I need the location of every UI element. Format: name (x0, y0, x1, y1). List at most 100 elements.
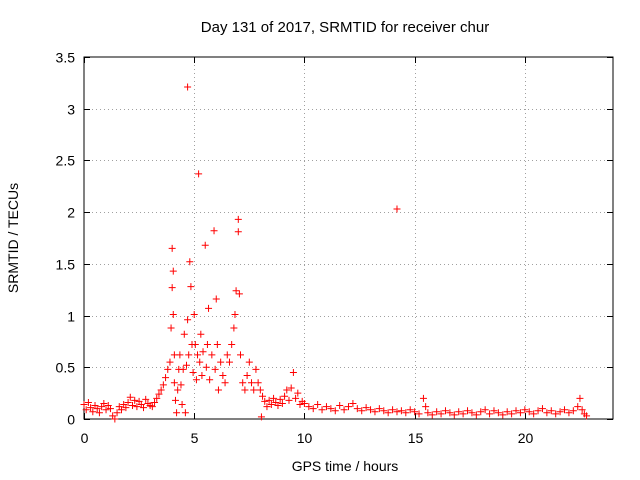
data-point (358, 407, 366, 415)
data-point (148, 403, 156, 411)
data-point (256, 386, 264, 394)
data-point (345, 403, 352, 411)
y-tick-label: 3.5 (56, 50, 76, 66)
y-tick-label: 0 (67, 412, 75, 428)
data-point (424, 409, 432, 417)
data-point (289, 368, 297, 376)
data-point (203, 341, 211, 349)
data-point (314, 401, 322, 409)
data-point (459, 410, 467, 418)
data-point (167, 324, 175, 332)
data-point (184, 316, 192, 324)
data-point (565, 409, 573, 417)
data-point (106, 405, 114, 413)
data-point (80, 401, 88, 409)
data-point (205, 304, 213, 312)
data-point (508, 410, 516, 418)
data-point (131, 396, 139, 404)
data-point (583, 412, 591, 420)
data-point (178, 401, 186, 409)
data-point (194, 351, 202, 359)
data-point (241, 386, 249, 394)
data-point (481, 406, 489, 414)
y-tick-label: 2.5 (56, 153, 76, 169)
data-point (257, 413, 265, 421)
data-point (197, 330, 205, 338)
data-point (191, 341, 199, 349)
data-point (142, 395, 150, 403)
data-point (124, 398, 132, 406)
data-point (406, 406, 414, 414)
data-point (168, 284, 176, 292)
data-point (300, 399, 308, 407)
data-point (245, 358, 253, 366)
data-point (187, 283, 195, 291)
data-point (164, 365, 172, 373)
data-point (214, 386, 222, 394)
y-tick-label: 1.5 (56, 257, 76, 273)
data-point (349, 399, 357, 407)
data-point (353, 405, 361, 413)
data-point (234, 228, 242, 236)
data-point (263, 403, 271, 411)
data-point (433, 408, 441, 416)
data-point (184, 83, 192, 91)
data-point (192, 376, 200, 384)
data-point (292, 394, 300, 402)
data-point (371, 408, 379, 416)
data-point (232, 287, 240, 295)
data-point (231, 311, 239, 319)
data-point (327, 405, 335, 413)
data-point (556, 408, 564, 416)
data-point (162, 374, 170, 382)
data-point (422, 403, 430, 411)
data-point (437, 410, 445, 418)
data-point (393, 205, 401, 213)
data-point (428, 411, 436, 419)
x-tick-label: 5 (191, 430, 199, 446)
x-tick-label: 15 (408, 430, 424, 446)
y-tick-label: 1 (67, 309, 75, 325)
data-point (186, 258, 194, 266)
data-point (171, 396, 179, 404)
data-point (151, 398, 159, 406)
data-point (153, 394, 161, 402)
data-point (278, 399, 286, 407)
data-point (525, 408, 533, 416)
data-point (336, 402, 344, 410)
data-point (230, 324, 238, 332)
data-point (441, 407, 449, 415)
data-point (569, 407, 577, 415)
data-point (419, 394, 427, 402)
data-point (219, 372, 227, 380)
data-point (472, 411, 480, 419)
x-tick-label: 20 (518, 430, 534, 446)
data-point (576, 394, 584, 402)
data-point (111, 415, 119, 423)
x-axis-label: GPS time / hours (292, 458, 399, 474)
data-point (157, 386, 165, 394)
data-point (225, 358, 233, 366)
data-point (117, 406, 125, 414)
data-point (499, 411, 507, 419)
data-point (210, 227, 218, 235)
data-point (512, 407, 520, 415)
data-point (87, 404, 95, 412)
data-point (468, 409, 476, 417)
data-point (561, 406, 569, 414)
data-point (168, 244, 176, 252)
data-point (212, 295, 220, 303)
data-point (213, 341, 221, 349)
data-point (221, 379, 229, 387)
data-point (177, 381, 185, 389)
data-point (494, 409, 502, 417)
data-point (574, 403, 582, 411)
data-point (248, 379, 256, 387)
data-point (174, 386, 182, 394)
data-points (80, 83, 591, 423)
data-point (265, 396, 273, 404)
data-point (384, 409, 392, 417)
data-point (208, 351, 216, 359)
data-point (201, 241, 209, 249)
data-point (322, 403, 330, 411)
